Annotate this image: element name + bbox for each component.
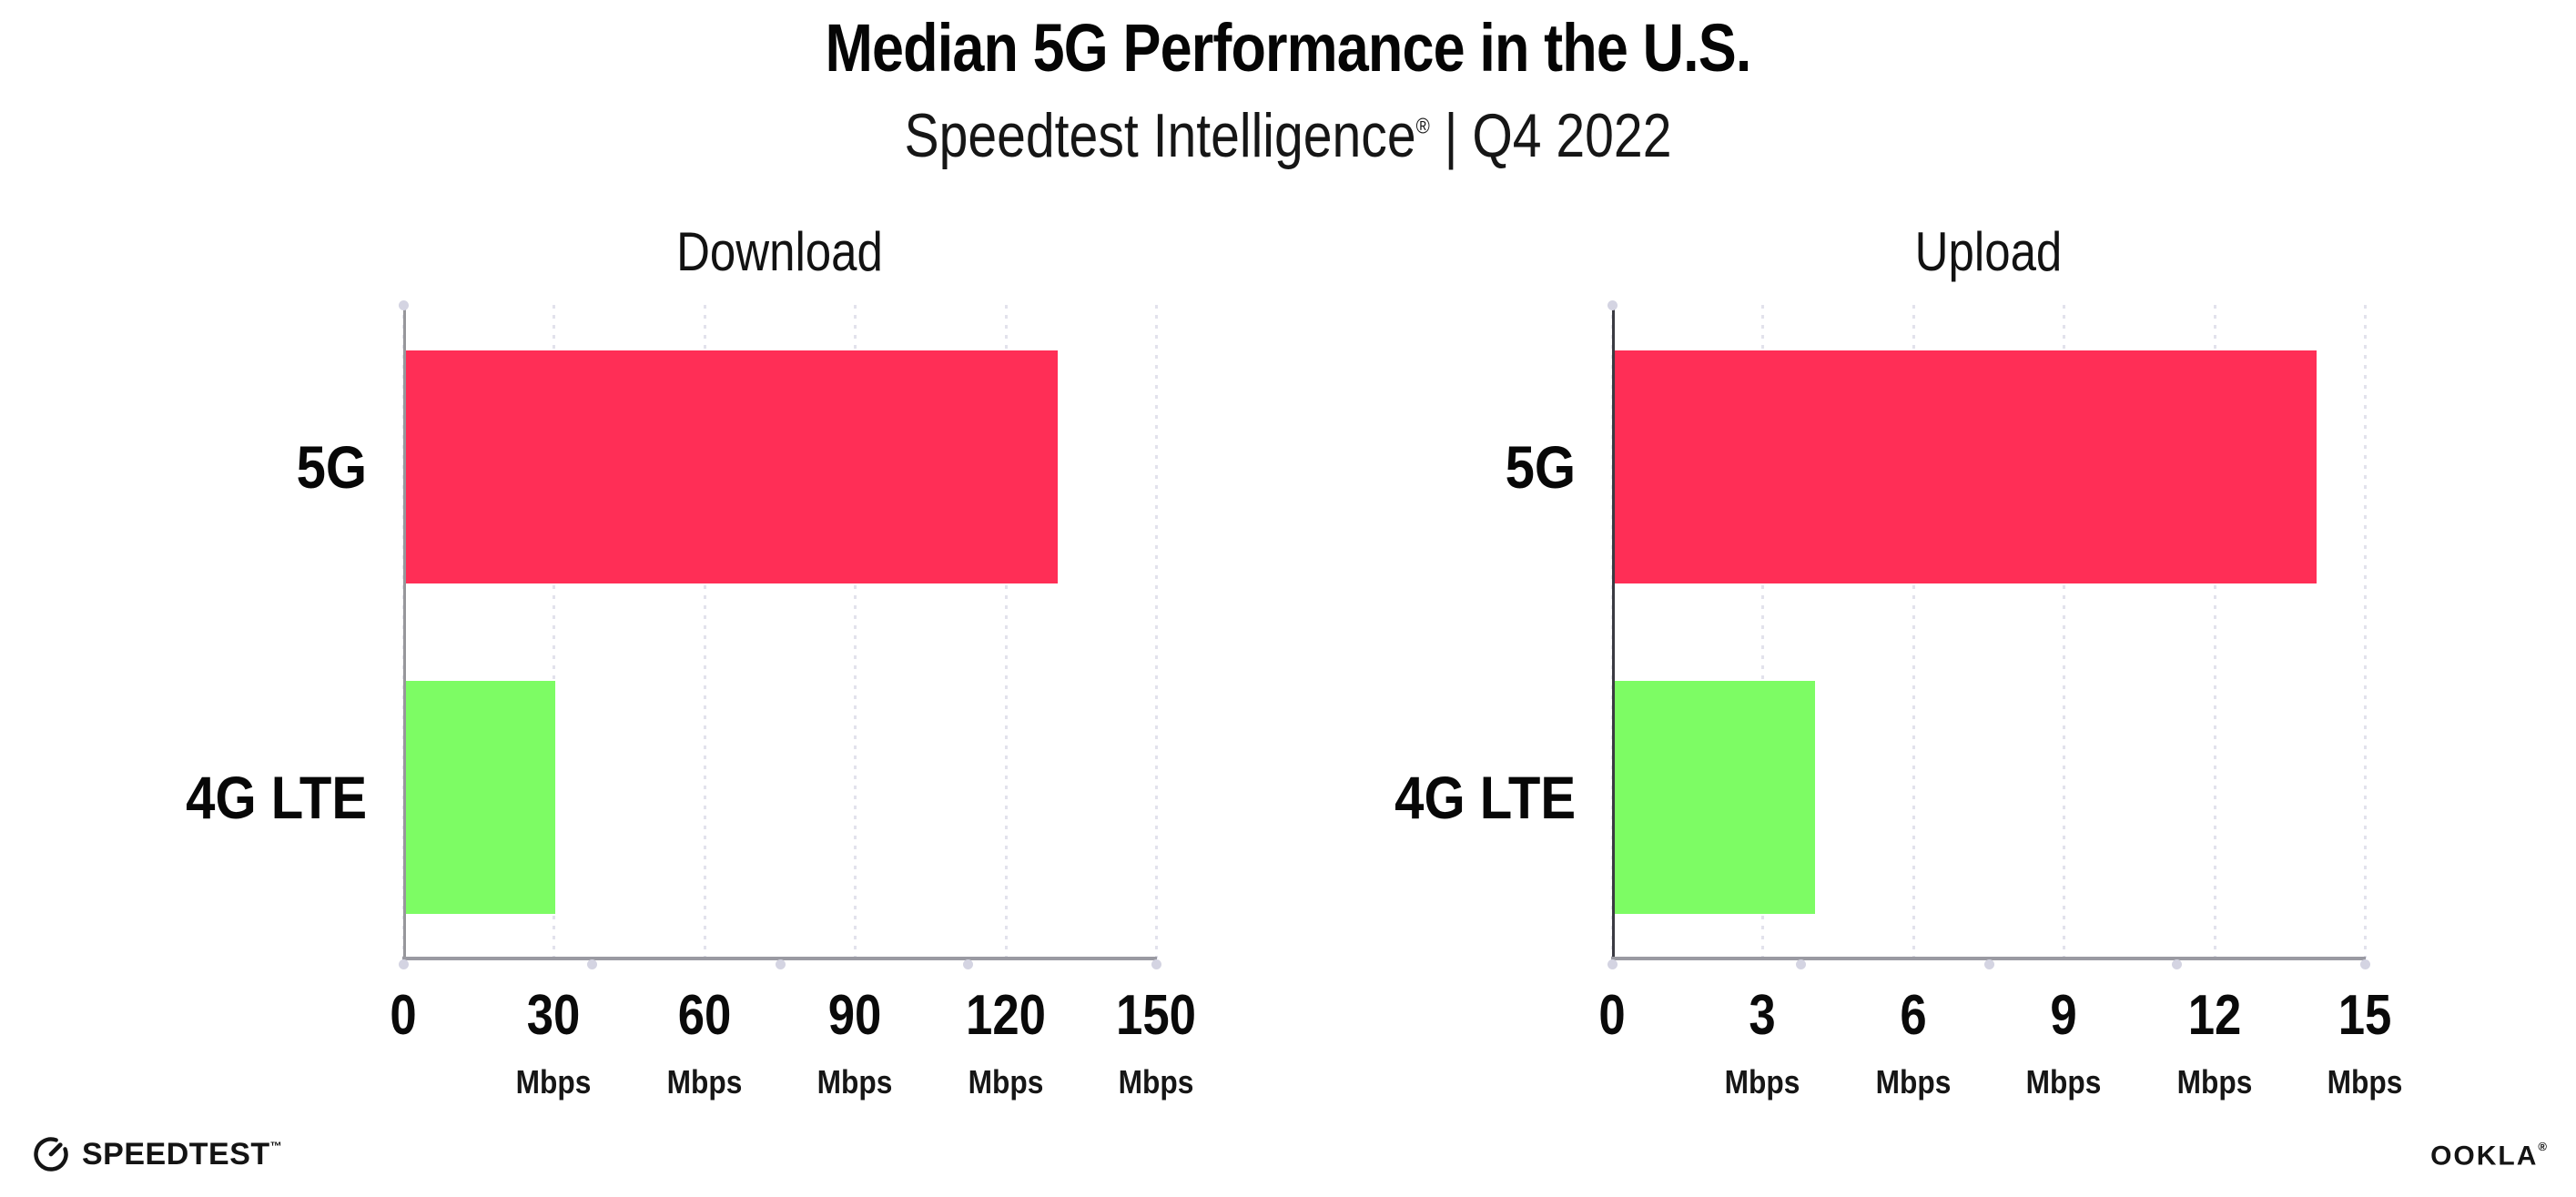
upload-y-axis: [1612, 305, 1615, 959]
upload-x-tick-label-0: 0: [1598, 984, 1626, 1047]
upload-x-tick-unit-9: Mbps: [2025, 1063, 2102, 1101]
download-x-tick-label-0: 0: [390, 984, 417, 1047]
download-axis-marker-dot: [1151, 959, 1161, 969]
upload-x-tick-unit-15: Mbps: [2327, 1063, 2403, 1101]
upload-axis-marker-dot: [1983, 959, 1994, 969]
speedtest-wordmark: SPEEDTEST™: [82, 1137, 282, 1172]
download-x-tick-label-30: 30: [527, 984, 581, 1047]
download-x-tick-unit-30: Mbps: [516, 1063, 592, 1101]
upload-axis-marker-dot: [1607, 959, 1618, 969]
upload-axis-marker-dot: [1795, 959, 1806, 969]
upload-gridline-6: [1912, 305, 1915, 959]
download-bar-4g-lte: [405, 681, 555, 914]
download-x-tick-unit-150: Mbps: [1118, 1063, 1194, 1101]
download-x-axis: [402, 957, 1157, 960]
download-x-tick-label-150: 150: [1116, 984, 1196, 1047]
download-axis-marker-dot: [963, 959, 974, 969]
download-x-tick-unit-90: Mbps: [816, 1063, 893, 1101]
gauge-icon: [34, 1137, 68, 1172]
upload-bar-5g: [1614, 350, 2317, 583]
upload-x-axis: [1611, 957, 2366, 960]
upload-category-label-4g-lte: 4G LTE: [1394, 764, 1576, 831]
download-x-tick-unit-60: Mbps: [666, 1063, 743, 1101]
upload-axis-marker-dot: [2172, 959, 2183, 969]
upload-axis-marker-dot: [2360, 959, 2370, 969]
upload-category-label-5g: 5G: [1505, 433, 1576, 501]
speedtest-label: SPEEDTEST: [82, 1136, 270, 1172]
upload-gridline-15: [2364, 305, 2367, 959]
ookla-registered-mark: ®: [2538, 1140, 2547, 1153]
download-x-tick-label-120: 120: [965, 984, 1046, 1047]
upload-x-tick-label-12: 12: [2187, 984, 2241, 1047]
trademark-mark: ™: [269, 1138, 282, 1152]
upload-x-tick-label-6: 6: [1900, 984, 1927, 1047]
download-axis-marker-dot: [775, 959, 786, 969]
download-axis-top-dot: [399, 300, 409, 310]
upload-x-tick-unit-12: Mbps: [2176, 1063, 2252, 1101]
download-gridline-150: [1155, 305, 1158, 959]
page-title: Median 5G Performance in the U.S.: [825, 10, 1751, 86]
download-gridline-30: [553, 305, 556, 959]
upload-gridline-9: [2063, 305, 2066, 959]
download-y-axis: [403, 305, 406, 959]
upload-bar-4g-lte: [1614, 681, 1815, 914]
download-gridline-60: [703, 305, 706, 959]
upload-x-tick-unit-3: Mbps: [1725, 1063, 1800, 1101]
download-gridline-120: [1004, 305, 1008, 959]
upload-chart-title: Upload: [1914, 221, 2063, 282]
ookla-logo: OOKLA®: [2430, 1140, 2547, 1172]
upload-x-tick-unit-6: Mbps: [1875, 1063, 1952, 1101]
download-axis-marker-dot: [586, 959, 597, 969]
upload-x-tick-label-15: 15: [2338, 984, 2392, 1047]
download-x-tick-label-90: 90: [827, 984, 882, 1047]
download-x-tick-unit-120: Mbps: [968, 1063, 1043, 1101]
subtitle-period: | Q4 2022: [1429, 101, 1672, 170]
upload-x-tick-label-9: 9: [2050, 984, 2077, 1047]
ookla-label: OOKLA: [2430, 1141, 2539, 1172]
speedtest-logo: SPEEDTEST™: [31, 1134, 282, 1174]
upload-x-tick-label-3: 3: [1749, 984, 1777, 1047]
download-category-label-4g-lte: 4G LTE: [185, 764, 367, 831]
download-bar-5g: [405, 350, 1058, 583]
download-category-label-5g: 5G: [296, 433, 367, 501]
upload-axis-top-dot: [1607, 300, 1618, 310]
page-subtitle: Speedtest Intelligence® | Q4 2022: [206, 100, 2369, 171]
download-axis-marker-dot: [399, 959, 409, 969]
upload-gridline-12: [2213, 305, 2216, 959]
download-x-tick-label-60: 60: [677, 984, 732, 1047]
registered-mark: ®: [1415, 114, 1430, 139]
download-chart-title: Download: [676, 221, 883, 282]
subtitle-brand: Speedtest Intelligence: [904, 101, 1416, 170]
download-gridline-90: [854, 305, 857, 959]
upload-gridline-3: [1761, 305, 1765, 959]
